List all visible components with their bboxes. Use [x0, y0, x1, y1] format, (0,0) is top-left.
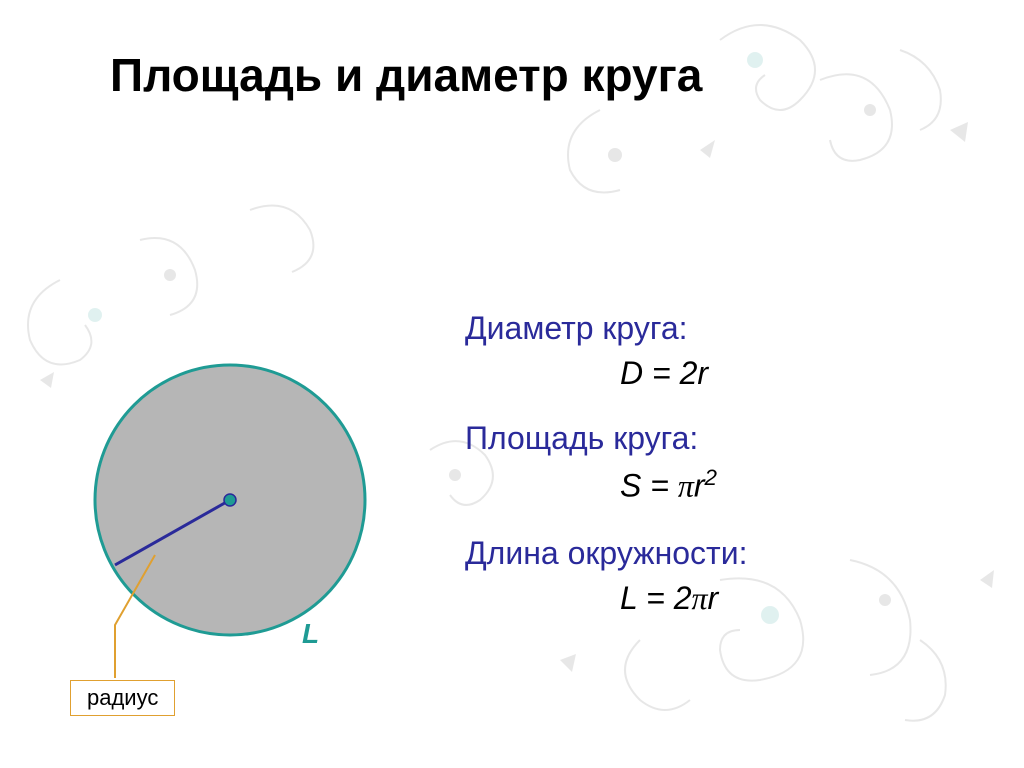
- circle-diagram: [0, 0, 1024, 768]
- center-dot: [224, 494, 236, 506]
